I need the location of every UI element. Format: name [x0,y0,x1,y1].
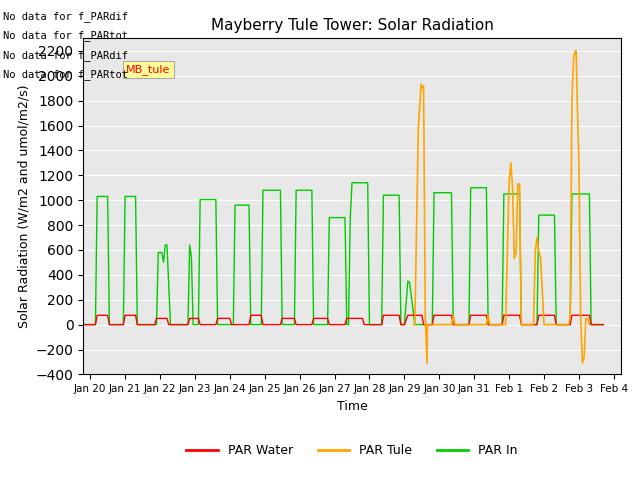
Legend: PAR Water, PAR Tule, PAR In: PAR Water, PAR Tule, PAR In [181,439,523,462]
Text: No data for f_PARdif: No data for f_PARdif [3,11,128,22]
Y-axis label: Solar Radiation (W/m2 and umol/m2/s): Solar Radiation (W/m2 and umol/m2/s) [17,84,30,328]
Text: No data for f_PARdif: No data for f_PARdif [3,49,128,60]
Text: MB_tule: MB_tule [126,64,171,75]
Text: No data for f_PARtot: No data for f_PARtot [3,30,128,41]
Title: Mayberry Tule Tower: Solar Radiation: Mayberry Tule Tower: Solar Radiation [211,18,493,33]
X-axis label: Time: Time [337,400,367,413]
Text: No data for f_PARtot: No data for f_PARtot [3,69,128,80]
